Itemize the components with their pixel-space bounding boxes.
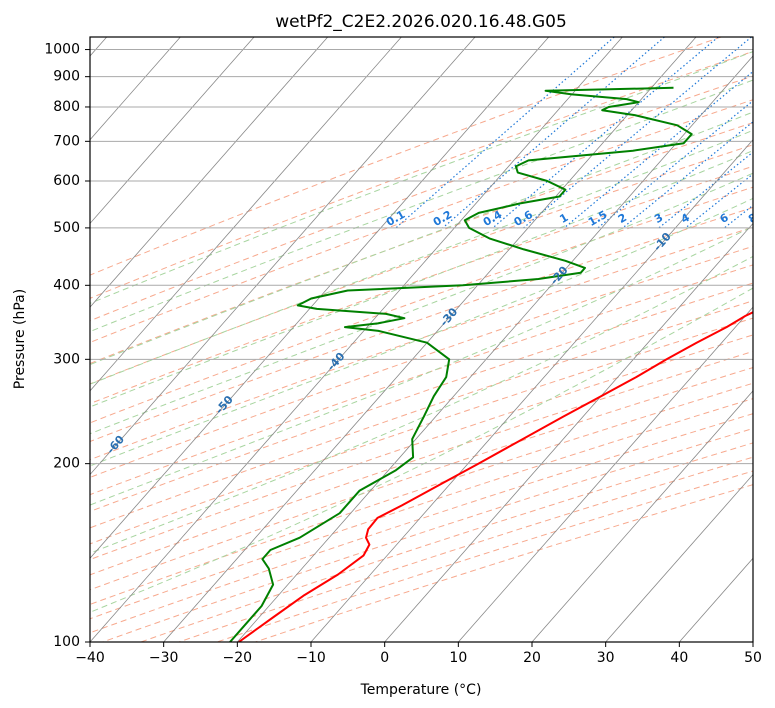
dry-adiabat	[90, 398, 753, 620]
grid-layer	[90, 37, 753, 642]
sounding-line	[229, 86, 693, 642]
x-tick-label: 40	[670, 650, 688, 666]
mixing-ratio-label: 0.1	[384, 208, 407, 229]
mixing-ratio-label: 3	[652, 211, 665, 226]
y-tick-label: 1000	[44, 42, 80, 58]
mixing-ratio-line	[563, 70, 753, 229]
overlay-labels-layer: -100-90-80-70-60-50-40-30-20-10010203040…	[0, 207, 775, 498]
moist-adiabat	[90, 79, 753, 333]
isotherm	[90, 37, 550, 559]
dry-adiabat	[90, 245, 753, 478]
moist-adiabat	[90, 111, 753, 366]
axes-layer: −40 −30 −20 −10 0 10 20 30 40 5010020030040050060…	[44, 42, 762, 666]
mixing-ratio-label: 1.5	[586, 208, 609, 229]
moist-adiabat	[90, 51, 753, 304]
y-tick-label: 700	[53, 133, 80, 149]
dry-adiabat	[90, 300, 753, 529]
dry-adiabat	[90, 264, 753, 496]
moist-adiabat	[90, 255, 753, 554]
isotherm	[531, 390, 753, 642]
isotherm	[605, 473, 753, 642]
moist-adiabat	[90, 129, 753, 385]
dry-adiabat	[90, 350, 753, 576]
series-layer	[229, 86, 753, 642]
y-tick-label: 300	[53, 351, 80, 367]
x-tick-label: 30	[597, 650, 615, 666]
isotherm	[237, 55, 753, 642]
chart-title: wetPf2_C2E2.2026.020.16.48.G05	[275, 12, 567, 32]
x-tick-label: 50	[744, 650, 762, 666]
y-tick-label: 100	[53, 634, 80, 650]
mixing-ratio-line	[685, 173, 753, 229]
dry-adiabat	[90, 367, 753, 591]
dry-adiabat	[90, 165, 753, 405]
dry-adiabat	[90, 75, 753, 322]
isotherm	[679, 557, 753, 642]
dry-adiabat	[90, 122, 753, 365]
isotherm	[90, 37, 181, 141]
mixing-ratio-label: 8	[746, 211, 759, 226]
isotherm	[90, 37, 623, 642]
moist-adiabat	[90, 150, 753, 408]
mixing-ratio-label: 6	[718, 211, 731, 226]
mixing-ratio-label: 1	[557, 211, 570, 226]
y-tick-label: 500	[53, 220, 80, 236]
isotherm	[90, 37, 402, 392]
isotherm	[90, 37, 329, 308]
isotherm	[384, 222, 753, 642]
mixing-ratio-line	[442, 37, 665, 229]
mixing-ratio-label: 0.6	[512, 208, 536, 229]
moist-adiabat	[90, 225, 753, 506]
sounding-line	[238, 311, 753, 642]
y-tick-label: 900	[53, 69, 80, 85]
mixing-ratio-line	[395, 37, 615, 229]
dry-adiabat	[90, 37, 722, 276]
y-axis-label: Pressure (hPa)	[12, 289, 28, 389]
moist-adiabat	[90, 172, 753, 435]
x-tick-label: −40	[75, 650, 105, 666]
isotherm	[90, 37, 255, 225]
dry-adiabat	[90, 50, 753, 299]
dry-adiabat	[255, 484, 753, 642]
x-axis-label: Temperature (°C)	[360, 682, 482, 698]
isotherm-label: 0	[753, 207, 768, 222]
isotherm	[752, 641, 753, 642]
dry-adiabat	[90, 99, 753, 343]
x-tick-label: −20	[223, 650, 253, 666]
dry-adiabat	[90, 226, 753, 461]
isotherm	[163, 37, 697, 642]
dry-adiabat	[90, 317, 753, 545]
y-tick-label: 200	[53, 456, 80, 472]
isotherm	[90, 37, 476, 476]
x-tick-label: 0	[380, 650, 389, 666]
dry-adiabat	[217, 470, 753, 642]
dry-adiabat	[90, 334, 753, 561]
mixing-ratio-line	[752, 227, 753, 228]
mixing-ratio-label: 10	[766, 209, 775, 228]
x-tick-label: 10	[449, 650, 467, 666]
dry-adiabat	[90, 144, 753, 385]
mixing-ratio-line	[492, 37, 719, 229]
dry-adiabat	[90, 282, 753, 513]
y-tick-label: 800	[53, 99, 80, 115]
mixing-ratio-line	[658, 151, 753, 229]
dry-adiabat	[90, 186, 753, 424]
x-tick-label: −30	[149, 650, 179, 666]
dry-adiabat	[90, 206, 753, 443]
isotherm	[458, 306, 753, 642]
isotherm-label: -70	[0, 474, 17, 498]
x-tick-label: 20	[523, 650, 541, 666]
plot-frame	[89, 36, 754, 643]
isotherm	[310, 139, 753, 642]
moist-adiabat	[90, 197, 753, 467]
x-tick-label: −10	[296, 650, 326, 666]
dry-adiabat	[90, 382, 753, 605]
mixing-ratio-line	[724, 204, 753, 229]
y-tick-label: 400	[53, 277, 80, 293]
mixing-ratio-line	[523, 37, 752, 229]
y-tick-label: 600	[53, 173, 80, 189]
